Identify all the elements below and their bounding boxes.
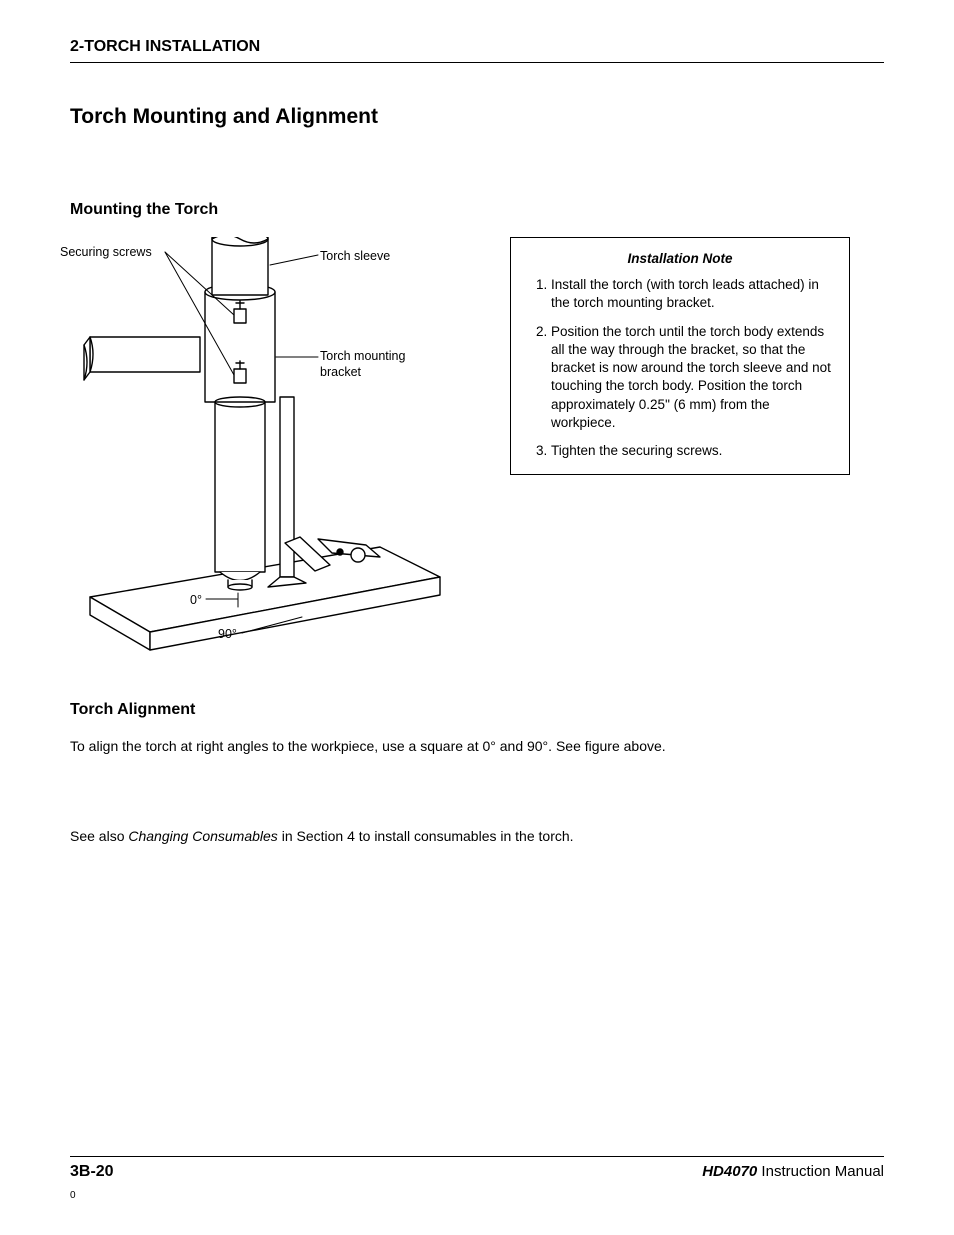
torch-svg bbox=[70, 237, 450, 657]
alignment-heading: Torch Alignment bbox=[70, 701, 884, 719]
footer-tiny: 0 bbox=[70, 1190, 76, 1201]
page-header: 2-TORCH INSTALLATION bbox=[70, 38, 884, 63]
footer-manual: Instruction Manual bbox=[757, 1163, 884, 1180]
mounting-heading: Mounting the Torch bbox=[70, 201, 884, 219]
header-title: 2-TORCH INSTALLATION bbox=[70, 38, 884, 56]
note-title: Installation Note bbox=[527, 250, 833, 268]
note-item: Install the torch (with torch leads atta… bbox=[551, 276, 833, 312]
main-heading: Torch Mounting and Alignment bbox=[70, 105, 884, 129]
label-torch-sleeve: Torch sleeve bbox=[320, 249, 390, 263]
label-securing-screws: Securing screws bbox=[60, 245, 152, 259]
label-bracket-1: Torch mounting bbox=[320, 349, 405, 363]
see-also-suffix: in Section 4 to install consumables in t… bbox=[278, 828, 574, 844]
note-item: Tighten the securing screws. bbox=[551, 442, 833, 460]
see-also-text: See also Changing Consumables in Section… bbox=[70, 827, 884, 847]
note-list: Install the torch (with torch leads atta… bbox=[527, 276, 833, 460]
content-row: Securing screws Torch sleeve Torch mount… bbox=[70, 237, 884, 657]
alignment-text: To align the torch at right angles to th… bbox=[70, 737, 884, 757]
footer-right: HD4070 Instruction Manual bbox=[702, 1163, 884, 1180]
footer-page-number: 3B-20 bbox=[70, 1163, 114, 1181]
note-item: Position the torch until the torch body … bbox=[551, 323, 833, 432]
page-container: 2-TORCH INSTALLATION Torch Mounting and … bbox=[0, 0, 954, 1235]
label-90deg: 90° bbox=[218, 627, 237, 641]
installation-note-box: Installation Note Install the torch (wit… bbox=[510, 237, 850, 475]
see-also-prefix: See also bbox=[70, 828, 128, 844]
footer-brand: HD4070 bbox=[702, 1163, 757, 1180]
page-footer: 3B-20 HD4070 Instruction Manual bbox=[70, 1156, 884, 1181]
label-bracket-2: bracket bbox=[320, 365, 361, 379]
label-0deg: 0° bbox=[190, 593, 202, 607]
see-also-italic: Changing Consumables bbox=[128, 828, 277, 844]
torch-diagram: Securing screws Torch sleeve Torch mount… bbox=[70, 237, 450, 657]
